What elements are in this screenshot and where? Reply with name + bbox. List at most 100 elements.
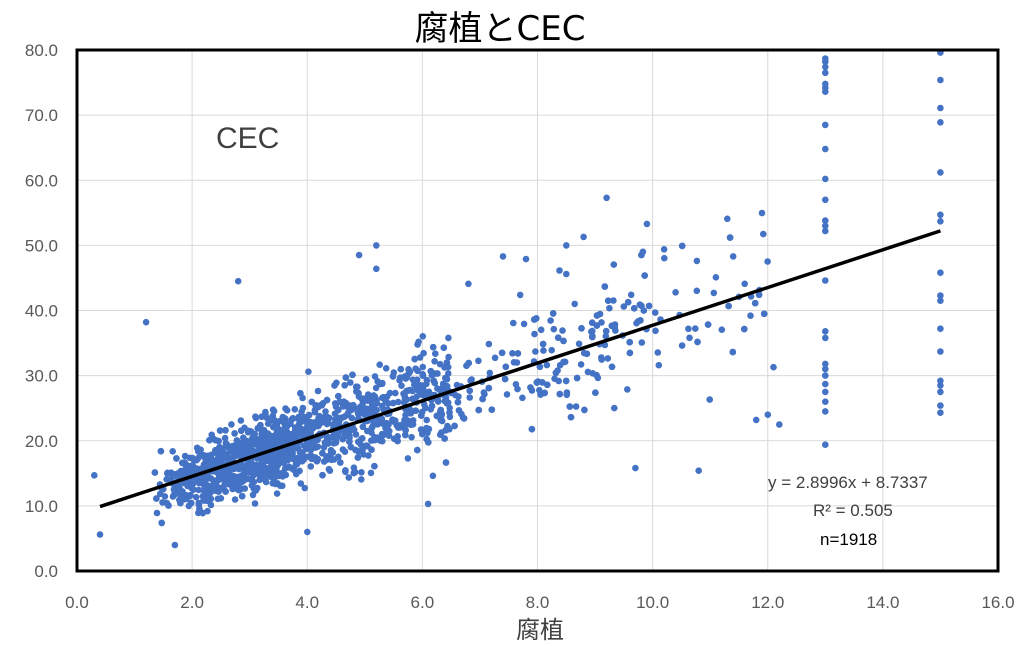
y-tick-label: 0.0 bbox=[34, 562, 58, 581]
data-point bbox=[937, 269, 944, 277]
data-point bbox=[335, 453, 342, 461]
data-point bbox=[253, 484, 261, 492]
data-point bbox=[752, 416, 760, 424]
data-point bbox=[262, 408, 269, 416]
data-point bbox=[560, 358, 567, 366]
data-point bbox=[937, 348, 944, 355]
data-point bbox=[510, 319, 517, 327]
data-point bbox=[385, 400, 392, 407]
data-point bbox=[424, 500, 432, 508]
data-point bbox=[288, 430, 296, 438]
data-point bbox=[195, 486, 202, 494]
data-point bbox=[283, 407, 291, 414]
data-point bbox=[264, 465, 272, 472]
data-point bbox=[693, 287, 701, 295]
data-point bbox=[589, 333, 596, 341]
data-point bbox=[404, 387, 412, 394]
data-point bbox=[411, 355, 419, 363]
data-point bbox=[533, 379, 541, 386]
data-point bbox=[389, 416, 396, 424]
data-point bbox=[434, 370, 441, 377]
data-point bbox=[822, 145, 829, 153]
data-point bbox=[604, 297, 612, 305]
data-point bbox=[414, 367, 421, 375]
data-point bbox=[345, 409, 352, 417]
data-point bbox=[222, 488, 229, 495]
data-point bbox=[729, 253, 737, 260]
data-point bbox=[429, 472, 437, 480]
data-point bbox=[232, 447, 239, 455]
data-point bbox=[323, 396, 331, 404]
data-point bbox=[445, 334, 452, 342]
data-point bbox=[259, 472, 267, 480]
data-point bbox=[937, 297, 944, 305]
data-point bbox=[643, 220, 651, 228]
data-point bbox=[228, 421, 235, 428]
y-tick-label: 20.0 bbox=[25, 432, 58, 451]
data-point bbox=[327, 447, 335, 454]
data-point bbox=[661, 254, 668, 262]
data-point bbox=[341, 382, 349, 389]
data-point bbox=[442, 459, 450, 466]
data-point bbox=[559, 327, 566, 334]
data-point bbox=[386, 427, 393, 435]
data-point bbox=[171, 541, 179, 549]
x-tick-label: 10.0 bbox=[636, 593, 669, 612]
data-point bbox=[370, 436, 378, 444]
data-point bbox=[480, 389, 488, 396]
data-point bbox=[566, 403, 574, 410]
data-point bbox=[540, 347, 547, 354]
data-point bbox=[678, 342, 686, 349]
data-point bbox=[188, 484, 195, 492]
data-point bbox=[200, 461, 208, 468]
data-point bbox=[235, 462, 243, 470]
data-point bbox=[764, 258, 771, 265]
data-point bbox=[371, 393, 379, 400]
data-point bbox=[234, 277, 242, 285]
data-point bbox=[751, 299, 759, 307]
data-point bbox=[294, 415, 302, 423]
data-point bbox=[153, 495, 160, 502]
data-point bbox=[563, 391, 571, 399]
data-point bbox=[460, 415, 468, 422]
data-point bbox=[726, 234, 734, 241]
data-point bbox=[652, 327, 659, 335]
data-point bbox=[421, 401, 428, 408]
data-point bbox=[937, 325, 944, 333]
data-point bbox=[204, 455, 211, 462]
data-point bbox=[402, 431, 409, 439]
data-point bbox=[440, 344, 448, 352]
data-point bbox=[237, 417, 245, 424]
data-point bbox=[822, 55, 829, 62]
data-point bbox=[822, 222, 829, 230]
data-point bbox=[776, 421, 783, 428]
data-point bbox=[588, 327, 596, 335]
data-point bbox=[442, 394, 450, 402]
data-point bbox=[325, 465, 333, 473]
data-point bbox=[602, 327, 610, 335]
data-point bbox=[346, 403, 354, 410]
y-axis-ticks: 0.0 10.0 20.0 30.0 40.0 50.0 60.0 70.0 80.0 bbox=[25, 41, 58, 581]
data-point bbox=[331, 382, 338, 389]
data-point bbox=[342, 467, 349, 474]
data-point bbox=[319, 471, 326, 479]
data-point bbox=[273, 455, 280, 463]
data-point bbox=[237, 451, 245, 459]
data-point bbox=[423, 435, 431, 443]
data-point bbox=[322, 408, 329, 415]
data-point bbox=[291, 406, 299, 413]
x-axis-ticks: 0.0 2.0 4.0 6.0 8.0 10.0 12.0 14.0 16.0 bbox=[65, 593, 1014, 612]
data-point bbox=[429, 343, 437, 351]
data-point bbox=[520, 320, 528, 328]
data-point bbox=[466, 387, 474, 395]
data-point bbox=[694, 338, 701, 346]
data-point bbox=[342, 374, 350, 381]
data-point bbox=[315, 422, 322, 430]
data-point bbox=[488, 406, 496, 414]
data-point bbox=[822, 121, 829, 129]
data-point bbox=[822, 372, 829, 379]
data-point bbox=[451, 422, 458, 430]
data-point bbox=[710, 289, 718, 297]
data-point bbox=[358, 469, 365, 476]
data-point bbox=[604, 355, 612, 362]
